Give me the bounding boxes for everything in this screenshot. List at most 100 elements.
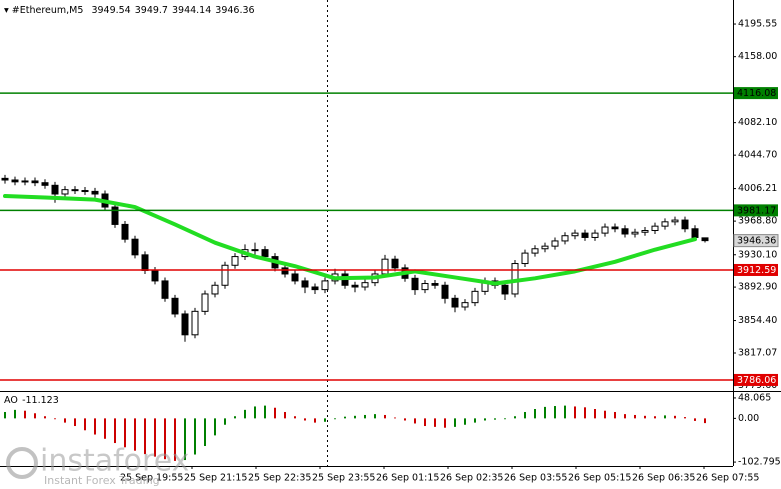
high-value: 3949.7	[135, 5, 168, 16]
level-label: 3981.17	[737, 205, 776, 216]
ao-tick-label: 48.065	[738, 392, 771, 403]
ao-tick-label: -102.795	[738, 457, 781, 468]
candle-body	[31, 180, 39, 184]
ao-bar	[144, 418, 146, 455]
y-tick-label: 3930.10	[738, 249, 777, 260]
candle-body	[501, 284, 509, 295]
logo-tagline: Instant Forex Trading	[44, 474, 160, 487]
candle-body	[21, 180, 29, 183]
x-tick-label: 25 Sep 21:15	[184, 473, 247, 484]
ao-bar	[184, 418, 186, 461]
candle-body	[451, 297, 459, 308]
candle-body	[151, 269, 159, 282]
ao-bar	[394, 417, 396, 419]
level-label-box	[734, 87, 778, 100]
candle-body	[411, 277, 419, 291]
candle-body	[111, 206, 119, 225]
ao-bar	[434, 418, 436, 427]
candle-body	[581, 232, 589, 238]
x-tick-label: 26 Sep 03:55	[504, 473, 567, 484]
ao-bar	[64, 418, 66, 423]
level-label-box	[734, 373, 778, 386]
x-tick-label: 25 Sep 22:35	[248, 473, 311, 484]
candle-body	[71, 189, 79, 192]
ao-bar	[344, 416, 346, 419]
candle-body	[171, 297, 179, 315]
ao-bar	[364, 414, 366, 419]
ao-bar	[414, 418, 416, 424]
ao-value: -11.123	[22, 395, 59, 406]
candle-body	[441, 284, 449, 299]
ao-bar	[374, 414, 376, 419]
ao-bar	[524, 411, 526, 419]
ao-bar	[134, 418, 136, 451]
candle-body	[281, 267, 289, 275]
ao-bar	[104, 418, 106, 439]
candle-body	[621, 228, 629, 235]
candle-body	[421, 283, 429, 291]
ao-bar	[404, 418, 406, 421]
candle-body	[291, 273, 299, 282]
ao-bar	[614, 411, 616, 419]
ao-bar	[164, 418, 166, 460]
candle-body	[301, 280, 309, 288]
ao-bar	[574, 406, 576, 419]
ao-bar	[514, 416, 516, 419]
ao-bar	[584, 407, 586, 419]
candle-body	[701, 237, 709, 242]
candle-body	[261, 249, 269, 258]
ao-bar	[224, 418, 226, 425]
ao-bar	[684, 417, 686, 419]
candle-body	[671, 219, 679, 223]
ao-bar	[174, 418, 176, 461]
candle-body	[571, 232, 579, 237]
candle-body	[161, 280, 169, 299]
collapse-icon: ▾	[4, 5, 12, 16]
ao-bar	[74, 418, 76, 427]
candle-body	[251, 249, 259, 252]
ao-bar	[114, 418, 116, 444]
ao-bar	[24, 410, 26, 419]
symbol: #Ethereum,M5	[12, 5, 84, 16]
level-label: 3786.06	[737, 375, 776, 386]
candle-body	[461, 302, 469, 308]
ao-bar	[694, 418, 696, 421]
candle-body	[531, 248, 539, 254]
ao-bar	[444, 418, 446, 428]
candle-body	[541, 245, 549, 250]
candle-body	[231, 256, 239, 266]
ao-bar	[54, 418, 56, 420]
ao-bar	[154, 418, 156, 457]
ao-bar	[554, 406, 556, 419]
ao-bar	[464, 418, 466, 425]
candle-body	[381, 258, 389, 275]
logo-name: instaforex	[40, 444, 189, 479]
open-value: 3949.54	[91, 5, 130, 16]
y-tick-label: 3854.40	[738, 315, 777, 326]
ao-bar	[484, 418, 486, 421]
ao-bar	[664, 415, 666, 419]
ao-bar	[304, 418, 306, 421]
y-tick-label: 4195.55	[738, 19, 777, 30]
ao-bar	[284, 411, 286, 419]
candle-body	[211, 284, 219, 295]
ao-bar	[124, 418, 126, 448]
ao-bar	[314, 418, 316, 423]
candle-body	[201, 293, 209, 312]
candle-body	[561, 235, 569, 242]
close-value: 3946.36	[215, 5, 254, 16]
ao-bar	[564, 405, 566, 419]
ao-bar	[94, 418, 96, 435]
candle-body	[691, 228, 699, 238]
ao-bar	[624, 414, 626, 419]
ao-bar	[604, 410, 606, 419]
ao-bar	[494, 418, 496, 420]
candle-body	[321, 280, 329, 291]
ao-bar	[704, 418, 706, 424]
ao-tick-label: 0.00	[738, 413, 759, 424]
candle-body	[191, 310, 199, 336]
ao-bar	[474, 418, 476, 423]
ao-bar	[274, 407, 276, 419]
